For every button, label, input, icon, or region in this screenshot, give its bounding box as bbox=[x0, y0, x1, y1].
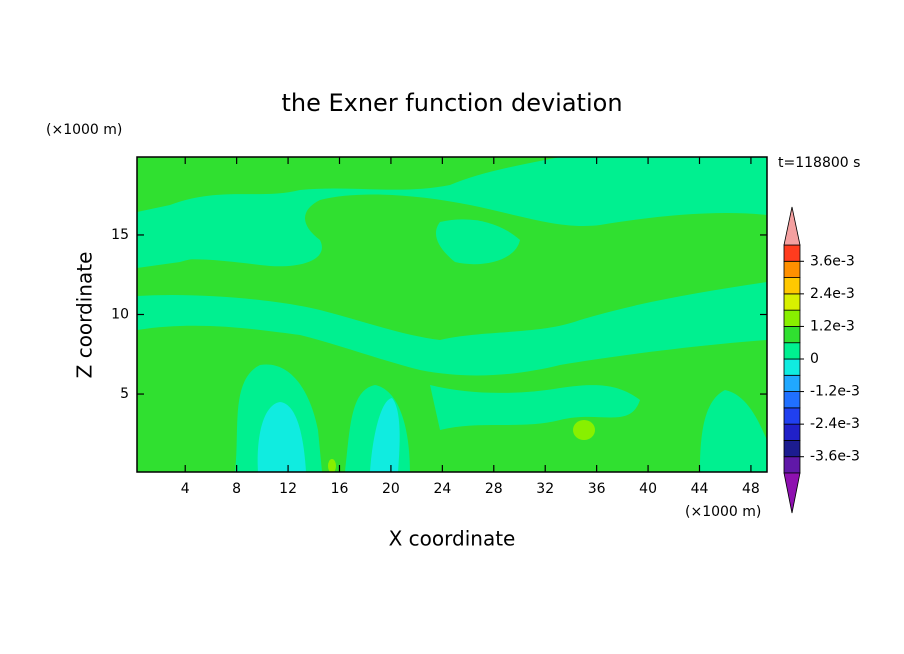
colorbar-tick-label: -1.2e-3 bbox=[810, 384, 860, 400]
x-tick-label: 32 bbox=[536, 481, 554, 497]
colorbar-band bbox=[783, 244, 801, 262]
x-tick-label: 8 bbox=[232, 481, 241, 497]
x-tick-label: 36 bbox=[588, 481, 606, 497]
x-axis-label: X coordinate bbox=[389, 527, 516, 551]
x-tick-label: 16 bbox=[331, 481, 349, 497]
field-region bbox=[137, 157, 560, 212]
colorbar-tick-label: 3.6e-3 bbox=[810, 253, 855, 269]
colorbar-band bbox=[783, 293, 801, 311]
x-tick-label: 4 bbox=[181, 481, 190, 497]
field-region bbox=[573, 420, 595, 440]
x-tick-label: 28 bbox=[485, 481, 503, 497]
field-region bbox=[435, 219, 520, 265]
field bbox=[137, 157, 767, 472]
y-axis-label: Z coordinate bbox=[73, 252, 97, 379]
y-tick-label: 15 bbox=[111, 227, 129, 243]
colorbar-band bbox=[783, 407, 801, 425]
time-annotation: t=118800 s bbox=[778, 155, 860, 171]
colorbar-tick-label: 0 bbox=[810, 351, 819, 367]
x-unit: (×1000 m) bbox=[685, 504, 761, 520]
colorbar-band bbox=[783, 374, 801, 392]
x-tick-label: 48 bbox=[742, 481, 760, 497]
x-tick-label: 44 bbox=[691, 481, 709, 497]
x-tick-label: 24 bbox=[433, 481, 451, 497]
colorbar-band bbox=[783, 277, 801, 295]
colorbar-tick-label: 2.4e-3 bbox=[810, 286, 855, 302]
field-region bbox=[700, 390, 767, 472]
colorbar-band bbox=[783, 309, 801, 327]
colorbar-tick-label: -3.6e-3 bbox=[810, 449, 860, 465]
chart-title: the Exner function deviation bbox=[281, 89, 622, 117]
colorbar-band bbox=[783, 326, 801, 344]
field-region bbox=[370, 398, 400, 472]
x-tick-label: 20 bbox=[382, 481, 400, 497]
colorbar-band bbox=[783, 440, 801, 458]
colorbar-band bbox=[783, 391, 801, 409]
colorbar-band bbox=[783, 423, 801, 441]
colorbar-band bbox=[783, 456, 801, 474]
field-region bbox=[137, 238, 300, 268]
colorbar-under bbox=[783, 472, 801, 514]
field-region bbox=[257, 402, 306, 472]
field-region bbox=[328, 459, 336, 472]
colorbar-band bbox=[783, 260, 801, 278]
x-tick-label: 40 bbox=[639, 481, 657, 497]
field-region bbox=[430, 385, 640, 430]
colorbar-over bbox=[783, 206, 801, 246]
axes: 4 8 12 16 20 24 28 32 36 40 44 48510153.6e-32.4e-31… bbox=[111, 157, 860, 514]
colorbar-band bbox=[783, 342, 801, 360]
y-tick-label: 10 bbox=[111, 307, 129, 323]
y-unit: (×1000 m) bbox=[46, 122, 122, 138]
field-region bbox=[137, 194, 767, 340]
y-tick-label: 5 bbox=[120, 386, 129, 402]
x-tick-label: 12 bbox=[279, 481, 297, 497]
colorbar-tick-label: 1.2e-3 bbox=[810, 318, 855, 334]
colorbar-band bbox=[783, 358, 801, 376]
colorbar-tick-label: -2.4e-3 bbox=[810, 416, 860, 432]
